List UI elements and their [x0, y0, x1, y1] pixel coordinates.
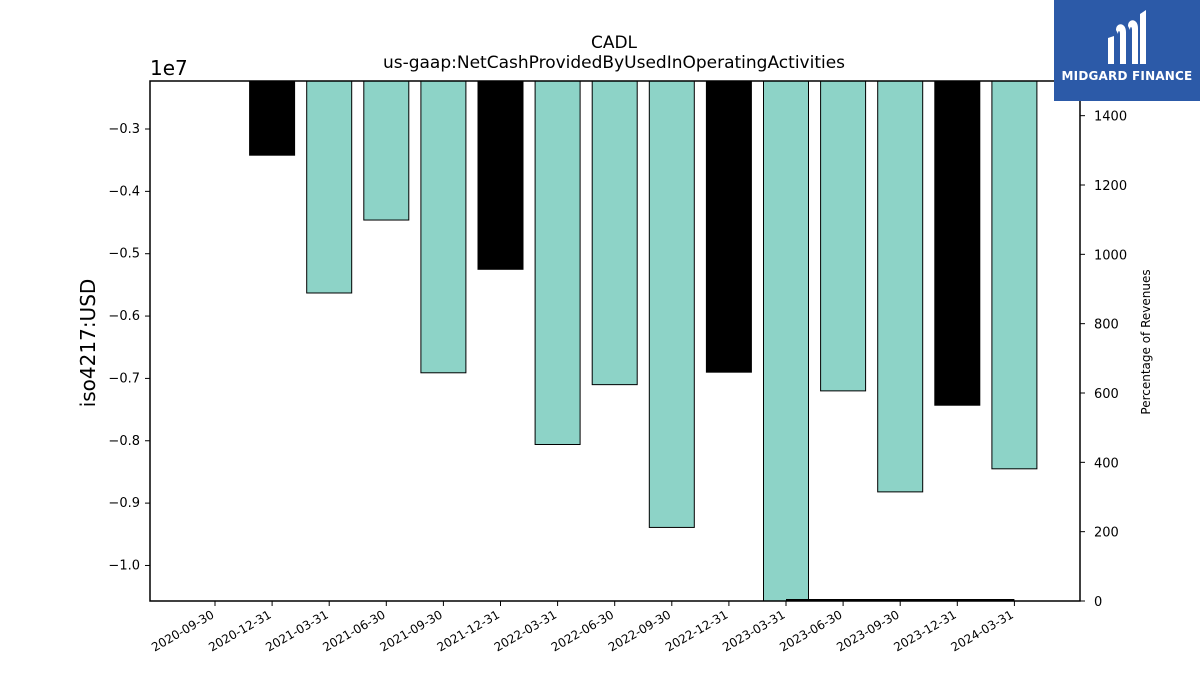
x-tick-label: 2022-06-30 — [549, 607, 616, 654]
x-tick-label: 2023-09-30 — [834, 607, 901, 654]
x-tick-label: 2021-12-31 — [435, 607, 502, 654]
y2-tick-label: 400 — [1094, 456, 1119, 471]
y-tick-label: −0.5 — [108, 247, 140, 262]
midgard-logo-icon — [1108, 10, 1146, 64]
y-axis-label: iso4217:USD — [76, 279, 100, 408]
y2-tick-label: 600 — [1094, 387, 1119, 402]
bar — [249, 80, 296, 156]
y2-tick-label: 1000 — [1094, 248, 1127, 263]
y2-tick-label: 200 — [1094, 526, 1119, 541]
x-tick-label: 2020-09-30 — [149, 607, 216, 654]
y2-tick-label: 1200 — [1094, 179, 1127, 194]
y-tick-label: −0.4 — [108, 184, 140, 199]
bar — [991, 80, 1038, 470]
x-tick-label: 2023-12-31 — [891, 607, 958, 654]
bar — [306, 80, 353, 294]
brand-logo: MIDGARD FINANCE — [1054, 0, 1200, 101]
x-tick-label: 2021-09-30 — [377, 607, 444, 654]
y-axis-offset-label: 1e7 — [150, 56, 188, 80]
chart-subtitle: us-gaap:NetCashProvidedByUsedInOperating… — [383, 53, 845, 73]
chart-title: CADL — [591, 33, 638, 53]
bar — [934, 80, 981, 406]
x-tick-label: 2021-03-31 — [263, 607, 330, 654]
bar — [420, 80, 467, 374]
bar — [820, 80, 867, 392]
x-tick-label: 2022-12-31 — [663, 607, 730, 654]
bar — [591, 80, 638, 386]
x-tick-label: 2023-03-31 — [720, 607, 787, 654]
x-tick-label: 2021-06-30 — [320, 607, 387, 654]
y-tick-label: −0.7 — [108, 371, 140, 386]
y-tick-label: −0.9 — [108, 496, 140, 511]
y-tick-label: −0.8 — [108, 434, 140, 449]
x-tick-label: 2022-09-30 — [606, 607, 673, 654]
bar — [363, 80, 410, 221]
x-tick-label: 2022-03-31 — [492, 607, 559, 654]
bar — [648, 80, 695, 528]
x-tick-label: 2024-03-31 — [948, 607, 1015, 654]
bar — [705, 80, 752, 373]
plot-area: −0.3 −0.4 −0.5 −0.6 −0.7 −0.8 −0.9 −1.0 0 200 400 6… — [108, 80, 1127, 654]
bar — [534, 80, 581, 446]
x-tick-label: 2020-12-31 — [206, 607, 273, 654]
bar — [877, 80, 924, 493]
y2-tick-label: 1400 — [1094, 110, 1127, 125]
logo-text: MIDGARD FINANCE — [1061, 69, 1193, 83]
x-tick-label: 2023-06-30 — [777, 607, 844, 654]
y-tick-label: −0.3 — [108, 122, 140, 137]
y2-tick-label: 800 — [1094, 318, 1119, 333]
y2-tick-label: 0 — [1094, 595, 1102, 610]
y2-axis-label: Percentage of Revenues — [1139, 269, 1153, 414]
y-tick-label: −1.0 — [108, 558, 140, 573]
y-tick-label: −0.6 — [108, 309, 140, 324]
bar — [477, 80, 524, 270]
bar — [763, 80, 809, 602]
